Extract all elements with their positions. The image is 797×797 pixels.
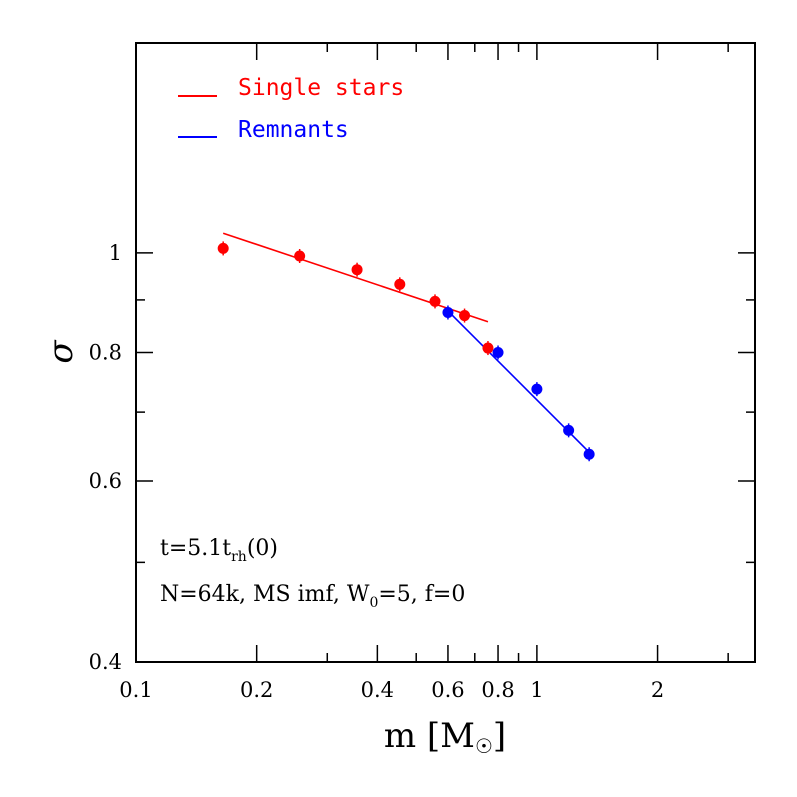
x-tick-label: 1 <box>530 678 543 702</box>
x-tick-label: 0.6 <box>431 678 464 702</box>
point-remnants <box>531 383 543 395</box>
legend-label-remnants: Remnants <box>238 117 349 143</box>
point-remnants <box>442 306 454 318</box>
x-tick-label: 0.2 <box>240 678 273 702</box>
point-single-stars <box>217 242 229 254</box>
annotation-time: t=5.1trh(0) <box>160 536 278 565</box>
axis-ticks <box>135 43 755 663</box>
point-single-stars <box>459 310 471 322</box>
legend: Single stars Remnants <box>178 75 404 143</box>
plot-frame <box>135 42 756 663</box>
y-tick-label: 0.6 <box>89 469 122 493</box>
data-points <box>217 241 595 462</box>
point-single-stars <box>351 264 363 276</box>
x-tick-label: 0.4 <box>361 678 394 702</box>
y-axis-label: σ <box>41 340 81 364</box>
point-single-stars <box>294 250 306 262</box>
point-remnants <box>492 347 504 358</box>
x-tick-label: 0.8 <box>481 678 514 702</box>
point-single-stars <box>394 278 406 290</box>
point-single-stars <box>429 295 441 307</box>
x-tick-label: 0.1 <box>119 678 152 702</box>
annotation-model: N=64k, MS imf, W0=5, f=0 <box>160 582 465 611</box>
fit-lines <box>222 232 590 453</box>
y-tick-label: 1 <box>109 241 122 265</box>
x-axis-label: m [M☉] <box>384 716 506 758</box>
point-remnants <box>583 448 595 460</box>
y-tick-label: 0.4 <box>89 650 122 674</box>
point-single-stars <box>482 342 494 354</box>
legend-label-single-stars: Single stars <box>238 75 404 101</box>
point-remnants <box>563 424 575 436</box>
axis-tick-labels: 0.1 0.2 0.4 0.6 0.8 1 2 0.4 0.6 0.8 1 <box>89 241 665 702</box>
x-tick-label: 2 <box>651 678 664 702</box>
y-tick-label: 0.8 <box>89 341 122 365</box>
fit-line-single-stars <box>222 232 489 323</box>
